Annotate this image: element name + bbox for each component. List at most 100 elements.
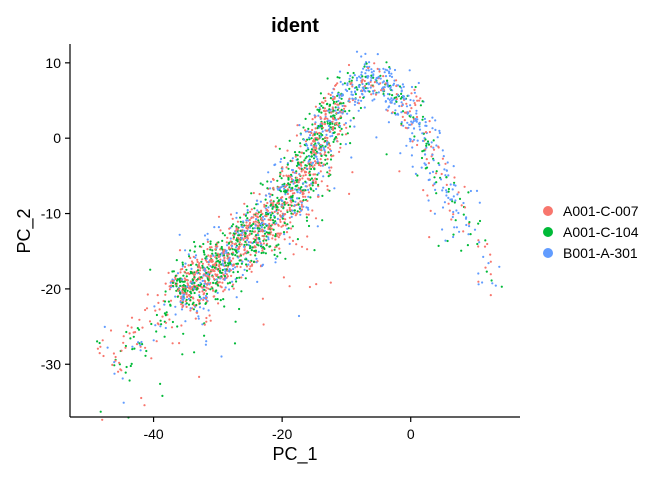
scatter-point [178, 233, 181, 236]
scatter-point [463, 185, 466, 188]
scatter-point [214, 262, 218, 265]
scatter-point [189, 309, 192, 312]
scatter-point [274, 145, 277, 148]
scatter-point [179, 284, 182, 287]
scatter-point [183, 265, 187, 268]
scatter-point [440, 172, 443, 176]
scatter-point [350, 156, 353, 159]
scatter-point [274, 246, 277, 249]
scatter-point [276, 232, 279, 235]
scatter-point [212, 281, 215, 284]
scatter-point [101, 339, 104, 342]
scatter-point [220, 247, 223, 250]
scatter-point [326, 188, 329, 191]
scatter-point [311, 181, 314, 184]
scatter-point [184, 320, 187, 323]
scatter-point [176, 325, 179, 328]
scatter-point [289, 199, 292, 202]
scatter-point [216, 298, 219, 301]
scatter-point [228, 227, 231, 230]
scatter-point [196, 272, 199, 275]
scatter-point [273, 248, 276, 251]
scatter-point [400, 111, 403, 114]
scatter-point [404, 98, 407, 101]
scatter-point [401, 94, 405, 98]
scatter-point [221, 239, 224, 242]
scatter-point [296, 191, 299, 194]
scatter-point [242, 213, 246, 216]
scatter-point [171, 284, 175, 288]
scatter-point [409, 114, 412, 117]
scatter-point [290, 201, 293, 204]
scatter-point [416, 99, 419, 102]
scatter-point [214, 282, 217, 285]
scatter-point [465, 223, 468, 227]
scatter-point [217, 241, 220, 244]
scatter-point [321, 130, 324, 133]
scatter-point [145, 307, 149, 310]
scatter-point [277, 232, 280, 235]
scatter-point [309, 134, 312, 137]
scatter-point [314, 217, 318, 220]
scatter-point [280, 186, 283, 189]
scatter-point [194, 256, 197, 259]
scatter-point [198, 262, 201, 265]
scatter-point [279, 215, 282, 218]
scatter-point [327, 143, 331, 146]
scatter-point [390, 97, 393, 100]
scatter-point [323, 149, 326, 152]
scatter-point [264, 252, 267, 255]
scatter-point [466, 244, 469, 247]
scatter-point [167, 271, 170, 274]
scatter-point [280, 157, 283, 161]
scatter-point [490, 279, 493, 282]
scatter-point [317, 132, 321, 135]
scatter-point [425, 146, 428, 149]
scatter-point [388, 74, 391, 77]
scatter-point [489, 273, 492, 276]
scatter-point [444, 239, 447, 242]
scatter-point [296, 161, 300, 164]
scatter-point [291, 194, 294, 197]
scatter-point [323, 121, 326, 124]
scatter-point [227, 269, 230, 273]
scatter-point [456, 193, 459, 196]
scatter-point [276, 187, 279, 190]
scatter-point [408, 123, 411, 126]
scatter-point [193, 287, 196, 290]
scatter-point [293, 151, 297, 154]
scatter-point [217, 276, 220, 279]
scatter-point [423, 153, 427, 156]
scatter-point [280, 196, 283, 199]
scatter-point [390, 72, 393, 75]
scatter-point [291, 189, 294, 192]
scatter-point [223, 259, 226, 262]
scatter-point [128, 379, 131, 382]
scatter-point [406, 121, 409, 124]
scatter-point [211, 266, 214, 269]
scatter-point [388, 72, 391, 75]
scatter-point [184, 262, 187, 265]
scatter-point [346, 132, 349, 135]
scatter-point [329, 281, 332, 284]
scatter-point [275, 244, 278, 247]
scatter-point [489, 294, 492, 297]
scatter-point [270, 199, 273, 202]
scatter-point [354, 97, 357, 101]
scatter-point [181, 278, 184, 281]
scatter-point [452, 195, 455, 198]
scatter-point [209, 255, 212, 258]
scatter-point [335, 118, 338, 121]
scatter-point [205, 300, 209, 303]
scatter-point [191, 307, 194, 310]
scatter-point [209, 288, 212, 291]
scatter-point [247, 224, 250, 228]
scatter-point [204, 274, 207, 277]
scatter-point [232, 264, 235, 267]
scatter-point [235, 262, 238, 265]
scatter-point [360, 55, 363, 58]
scatter-point [391, 94, 394, 97]
scatter-point [412, 116, 415, 119]
scatter-point [212, 263, 215, 266]
scatter-point [313, 131, 316, 134]
